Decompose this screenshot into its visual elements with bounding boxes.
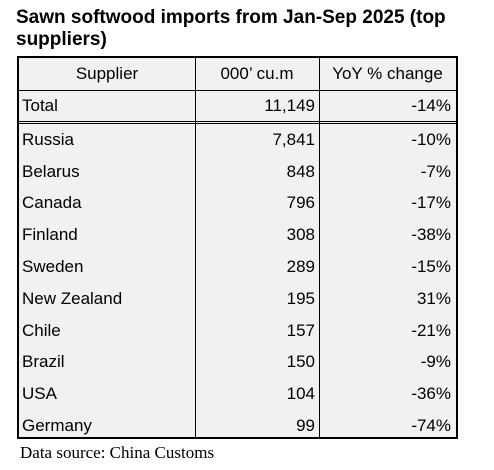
supplier-cell: Belarus	[22, 161, 80, 181]
volume-cell: 848	[286, 161, 315, 181]
data-source-note: Data source: China Customs	[20, 443, 215, 462]
change-cell: -21%	[411, 320, 451, 340]
supplier-cell: USA	[22, 384, 57, 404]
table-row: Germany 99 -74%	[19, 410, 456, 442]
supplier-cell: Germany	[22, 416, 92, 436]
change-cell: -15%	[411, 257, 451, 277]
table-row: Finland 308 -38%	[19, 219, 456, 251]
table-row: Russia 7,841 -10%	[19, 124, 456, 156]
total-row: Total 11,149 -14%	[19, 91, 456, 121]
row-divider	[19, 121, 456, 122]
volume-cell: 796	[286, 193, 315, 213]
volume-cell: 104	[286, 384, 315, 404]
supplier-cell: Brazil	[22, 352, 65, 372]
supplier-cell: Canada	[22, 193, 82, 213]
column-divider	[195, 58, 196, 437]
table-row: USA 104 -36%	[19, 378, 456, 410]
total-volume: 11,149	[264, 96, 315, 115]
change-cell: -7%	[420, 161, 451, 181]
total-change: -14%	[411, 96, 451, 115]
volume-cell: 99	[296, 416, 315, 436]
table-header-row: Supplier 000’ cu.m YoY % change	[19, 58, 456, 90]
volume-cell: 150	[286, 352, 315, 372]
volume-cell: 308	[286, 225, 315, 245]
supplier-cell: Russia	[22, 129, 74, 149]
header-yoy-change: YoY % change	[332, 64, 443, 83]
header-volume: 000’ cu.m	[220, 64, 294, 83]
header-supplier: Supplier	[75, 64, 139, 83]
table-row: New Zealand 195 31%	[19, 283, 456, 315]
table-row: Sweden 289 -15%	[19, 251, 456, 283]
change-cell: -36%	[411, 384, 451, 404]
volume-cell: 195	[286, 288, 315, 308]
change-cell: -74%	[411, 416, 451, 436]
supplier-cell: Sweden	[22, 257, 84, 277]
table-row: Canada 796 -17%	[19, 188, 456, 220]
change-cell: -9%	[420, 352, 451, 372]
table-title: Sawn softwood imports from Jan-Sep 2025 …	[16, 7, 446, 50]
supplier-cell: Finland	[22, 225, 78, 245]
volume-cell: 289	[286, 257, 315, 277]
change-cell: -10%	[411, 129, 451, 149]
column-divider	[319, 58, 320, 437]
table-row: Chile 157 -21%	[19, 315, 456, 347]
change-cell: -17%	[411, 193, 451, 213]
imports-table: Supplier 000’ cu.m YoY % change Total 11…	[17, 56, 458, 439]
supplier-cell: New Zealand	[22, 288, 123, 308]
volume-cell: 157	[286, 320, 315, 340]
total-label: Total	[22, 96, 58, 115]
table-row: Brazil 150 -9%	[19, 347, 456, 379]
change-cell: -38%	[411, 225, 451, 245]
change-cell: 31%	[416, 288, 451, 308]
table-row: Belarus 848 -7%	[19, 156, 456, 188]
supplier-cell: Chile	[22, 320, 61, 340]
row-divider	[19, 123, 456, 124]
volume-cell: 7,841	[272, 129, 315, 149]
row-divider	[19, 90, 456, 91]
